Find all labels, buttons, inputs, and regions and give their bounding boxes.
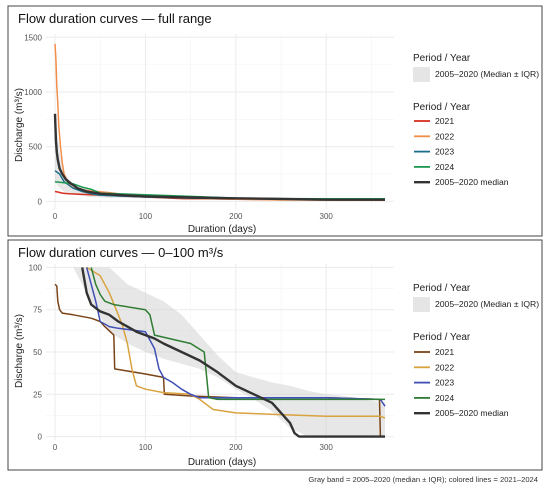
x-axis-title: Duration (days) (188, 457, 256, 468)
legend-band-swatch (413, 297, 430, 312)
legend-label: 2005–2020 median (435, 408, 509, 418)
panel-zoomed-range: Flow duration curves — 0–100 m³/s 0 100 20… (7, 239, 543, 471)
legend-band-label: 2005–2020 (Median ± IQR) (435, 299, 539, 309)
legend-items: 2021 2022 2023 2024 2005–2020 median (414, 347, 509, 418)
panel-frame (7, 239, 543, 471)
legend-band-swatch (413, 67, 430, 82)
legend-lines-title: Period / Year (413, 332, 471, 343)
y-tick-label: 1000 (24, 88, 42, 97)
x-tick-label: 200 (229, 212, 243, 221)
legend-lines-title: Period / Year (413, 102, 471, 113)
y-tick-label: 100 (29, 263, 43, 272)
series-lines (54, 266, 386, 438)
panel-title: Flow duration curves — 0–100 m³/s (18, 245, 224, 260)
y-tick-label: 0 (38, 433, 43, 442)
series-lines (53, 43, 386, 202)
plot-area (46, 34, 394, 209)
legend-label: 2024 (435, 393, 454, 403)
y-tick-label: 1500 (24, 33, 42, 42)
series-line-2005-2020-median (53, 113, 385, 201)
legend-band-title: Period / Year (413, 53, 471, 64)
series-line-2024 (90, 267, 385, 401)
legend: Period / Year 2005–2020 (Median ± IQR) P… (413, 283, 539, 418)
legend-band-label: 2005–2020 (Median ± IQR) (435, 69, 539, 79)
x-tick-label: 200 (229, 443, 243, 452)
y-tick-label: 500 (29, 143, 43, 152)
y-tick-label: 50 (33, 348, 42, 357)
panel-full-range: Flow duration curves — full range 0 100 20… (7, 5, 543, 237)
legend-label: 2023 (435, 147, 454, 157)
x-axis-title: Duration (days) (188, 224, 256, 235)
x-tick-label: 300 (320, 443, 334, 452)
legend-band-title: Period / Year (413, 283, 471, 294)
tick-labels: 0 100 200 300 0 25 50 75 100 (29, 263, 334, 452)
y-tick-label: 75 (33, 306, 42, 315)
panel-title: Flow duration curves — full range (18, 11, 212, 26)
iqr-band (55, 267, 385, 437)
figure-caption: Gray band = 2005–2020 (median ± IQR); co… (308, 475, 538, 484)
legend-label: 2024 (435, 162, 454, 172)
x-tick-label: 100 (139, 443, 153, 452)
legend-label: 2021 (435, 347, 454, 357)
legend-label: 2021 (435, 116, 454, 126)
y-axis-title: Discharge (m³/s) (14, 88, 25, 162)
legend: Period / Year 2005–2020 (Median ± IQR) P… (413, 53, 539, 187)
series-line-2023 (85, 267, 386, 407)
x-tick-label: 0 (53, 212, 58, 221)
x-tick-label: 300 (320, 212, 334, 221)
panel-frame (7, 5, 543, 237)
legend-label: 2023 (435, 378, 454, 388)
legend-label: 2022 (435, 362, 454, 372)
band-area (55, 267, 385, 437)
series-group (53, 43, 386, 202)
x-tick-label: 100 (139, 212, 153, 221)
legend-label: 2022 (435, 131, 454, 141)
x-tick-label: 0 (53, 443, 58, 452)
tick-labels: 0 100 200 300 0 500 1000 1500 (24, 33, 333, 221)
y-tick-label: 0 (38, 197, 43, 206)
series-line-2005-2020-median (81, 267, 385, 438)
y-axis-title: Discharge (m³/s) (14, 314, 25, 388)
series-group (54, 266, 386, 438)
legend-items: 2021 2022 2023 2024 2005–2020 median (414, 116, 509, 187)
grid (46, 34, 394, 209)
legend-label: 2005–2020 median (435, 177, 509, 187)
y-tick-label: 25 (33, 390, 42, 399)
